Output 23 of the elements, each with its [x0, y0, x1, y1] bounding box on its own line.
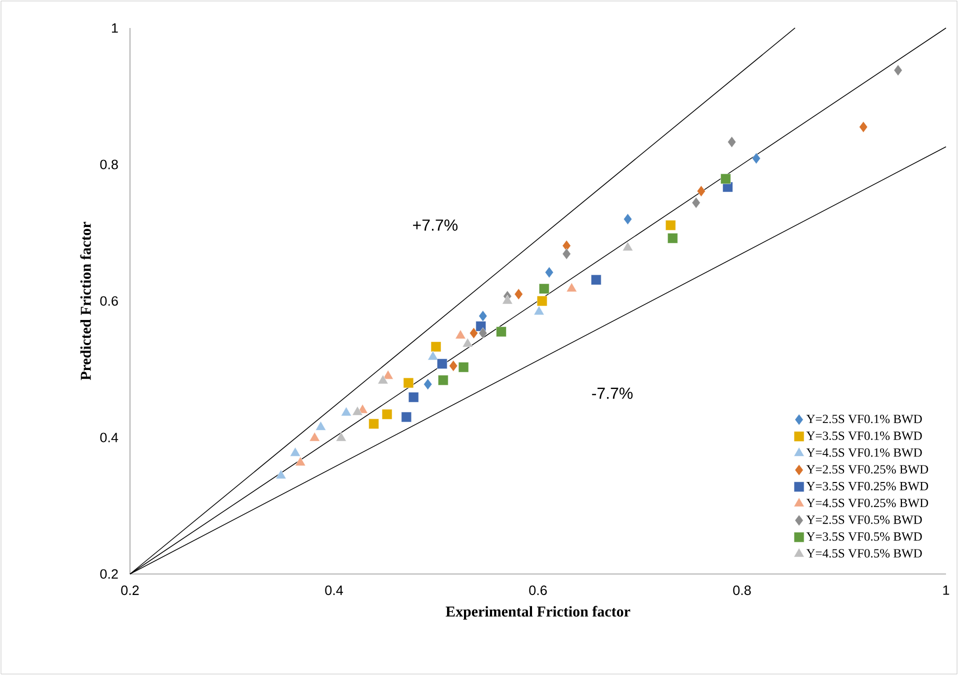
x-tick-label: 0.4	[325, 586, 343, 596]
y-tick-label: 0.4	[100, 432, 118, 442]
x-tick-label: 0.8	[733, 586, 751, 596]
x-tick-label: 0.2	[121, 586, 139, 596]
legend-label: Y=3.5S VF0.5% BWD	[806, 532, 922, 541]
y-tick-label: 1	[112, 23, 118, 33]
legend-label: Y=2.5S VF0.25% BWD	[806, 465, 928, 474]
annotation: +7.7%	[413, 219, 458, 231]
legend-label: Y=4.5S VF0.1% BWD	[806, 448, 922, 457]
annotation: -7.7%	[592, 388, 633, 399]
legend-label: Y=4.5S VF0.25% BWD	[806, 498, 928, 508]
y-tick-label: 0.6	[100, 296, 118, 306]
legend-label: Y=2.5S VF0.5% BWD	[806, 516, 922, 524]
y-tick-label: 0.8	[100, 160, 118, 170]
x-axis-title: Experimental Friction factor	[446, 606, 630, 620]
y-axis-title: Predicted Friction factor	[80, 222, 91, 380]
y-tick-label: 0.2	[100, 569, 118, 579]
legend-label: Y=2.5S VF0.1% BWD	[806, 414, 922, 424]
x-tick-label: 0.6	[529, 586, 547, 596]
legend-label: Y=4.5S VF0.5% BWD	[806, 549, 922, 558]
legend-label: Y=3.5S VF0.25% BWD	[806, 482, 928, 490]
legend-label: Y=3.5S VF0.1% BWD	[806, 432, 922, 440]
x-tick-label: 1	[943, 586, 950, 595]
